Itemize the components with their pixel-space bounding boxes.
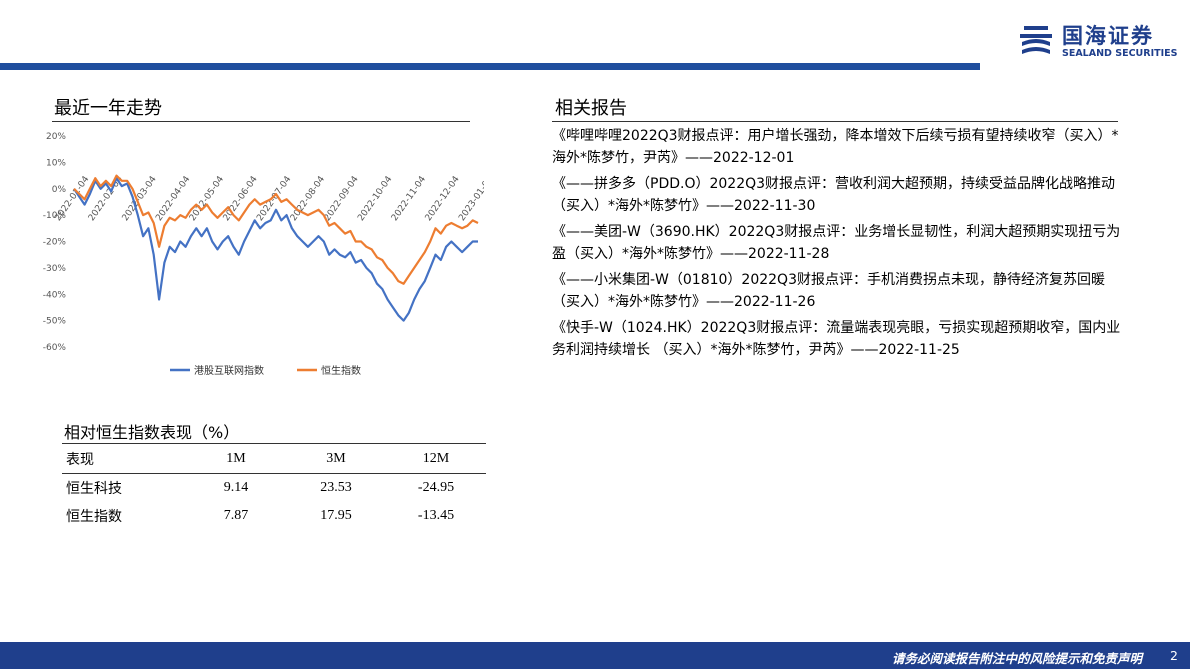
series-line [73,174,479,285]
perf-header-cell: 12M [422,451,450,466]
perf-cell: 17.95 [320,508,352,523]
disclaimer-text: 请务必阅读报告附注中的风险提示和免责声明 [891,651,1142,666]
footer-bar: 请务必阅读报告附注中的风险提示和免责声明 2 [0,642,1190,669]
table-row: 恒生指数 7.87 17.95 -13.45 [62,502,486,530]
y-tick-label: 0% [52,185,67,195]
perf-header-cell: 3M [326,451,346,466]
list-item[interactable]: 《——美团-W（3690.HK）2022Q3财报点评：业务增长显韧性，利润大超预… [552,224,1121,262]
company-logo: 国海证券 SEALAND SECURITIES [1016,18,1181,62]
list-item[interactable]: 《哔哩哔哩2022Q3财报点评：用户增长强劲，降本增效下后续亏损有望持续收窄（买… [552,128,1119,166]
trend-section-rule [52,121,470,122]
y-tick-label: -30% [43,264,67,274]
page-number: 2 [1170,648,1178,663]
y-tick-label: -60% [43,343,67,353]
perf-header-cell: 1M [226,451,246,466]
perf-cell: 7.87 [223,508,249,523]
x-tick-label: 2022-10-04 [356,174,394,223]
legend-label: 恒生指数 [321,364,361,377]
perf-header-cell: 表现 [66,452,94,468]
trend-section-title: 最近一年走势 [54,98,162,119]
reports-section-title: 相关报告 [555,98,627,119]
y-tick-label: -50% [43,317,67,327]
perf-cell: 23.53 [320,480,352,495]
logo-mark-icon [1020,26,1052,54]
perf-table: 表现 1M 3M 12M 恒生科技 9.14 23.53 -24.95 恒生指数… [62,445,486,530]
header-bar [0,63,980,70]
table-row: 恒生科技 9.14 23.53 -24.95 [62,474,486,503]
perf-row-label: 恒生指数 [66,509,122,525]
list-item[interactable]: 《——拼多多（PDD.O）2022Q3财报点评：营收利润大超预期，持续受益品牌化… [552,176,1116,214]
perf-table-title: 相对恒生指数表现（%） [64,423,240,442]
x-tick-label: 2022-09-04 [323,174,361,223]
trend-chart: 20%10%0%-10%-20%-30%-40%-50%-60%2022-01-… [43,132,484,377]
x-tick-label: 2022-12-04 [424,174,462,223]
perf-cell: -24.95 [417,480,455,495]
x-tick-label: 2023-01-04 [457,174,484,223]
y-tick-label: -10% [43,211,67,221]
logo-english-name: SEALAND SECURITIES [1062,48,1178,59]
y-tick-label: 20% [46,132,66,142]
y-tick-label: -40% [43,290,67,300]
perf-row-label: 恒生科技 [66,481,122,497]
list-item[interactable]: 《——小米集团-W（01810）2022Q3财报点评：手机消费拐点未现，静待经济… [552,272,1105,310]
perf-table-header-row: 表现 1M 3M 12M [62,445,486,474]
list-item[interactable]: 《快手-W（1024.HK）2022Q3财报点评：流量端表现亮眼，亏损实现超预期… [552,320,1121,358]
logo-chinese-name: 国海证券 [1062,24,1154,48]
legend-label: 港股互联网指数 [194,364,264,377]
reports-section-rule [552,121,1118,122]
series-line [73,177,478,322]
y-tick-label: -20% [43,238,67,248]
x-tick-label: 2022-11-04 [390,174,428,223]
perf-cell: 9.14 [223,480,249,495]
perf-table-rule [62,443,486,444]
y-tick-label: 10% [46,158,66,168]
reports-list: 《哔哩哔哩2022Q3财报点评：用户增长强劲，降本增效下后续亏损有望持续收窄（买… [552,125,1122,365]
perf-cell: -13.45 [417,508,455,523]
